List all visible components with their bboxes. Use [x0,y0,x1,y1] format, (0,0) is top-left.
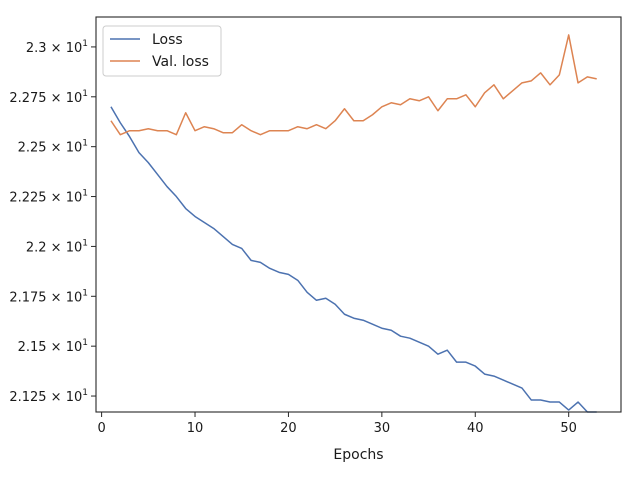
legend-label-2: Val. loss [152,54,209,70]
y-tick-base: 10 [66,340,83,355]
y-tick-base: 10 [66,91,83,106]
y-tick-label: 2.15 × 101 [18,338,88,355]
series-layer [110,34,597,413]
x-tick-label: 40 [467,421,484,436]
y-tick-exponent: 1 [82,388,88,398]
y-tick-label: 2.175 × 101 [9,288,88,305]
y-tick-base: 10 [66,240,83,255]
y-tick-times: × [47,340,66,355]
plot-frame [95,16,622,413]
y-tick-exponent: 1 [82,39,88,49]
series-line-1 [110,106,597,413]
y-tick-exponent: 1 [82,89,88,99]
x-tick-label: 0 [97,421,105,436]
y-tick-mantissa: 2.175 [9,290,46,305]
y-tick-label: 2.275 × 101 [9,89,88,106]
legend-label-1: Loss [152,32,183,48]
y-tick-base: 10 [66,390,83,405]
y-tick-mantissa: 2.275 [9,91,46,106]
series-line-2 [110,34,597,136]
y-tick-times: × [47,390,66,405]
y-tick-mantissa: 2.3 [26,41,47,56]
y-tick-base: 10 [66,290,83,305]
x-tick-label: 50 [560,421,577,436]
y-tick-times: × [47,240,66,255]
y-tick-base: 10 [66,41,83,56]
y-tick-label: 2.225 × 101 [9,189,88,206]
y-tick-mantissa: 2.2 [26,240,47,255]
x-tick-label: 10 [187,421,204,436]
y-tick-times: × [47,290,66,305]
x-axis-label: Epochs [333,447,383,463]
y-tick-exponent: 1 [82,139,88,149]
y-tick-mantissa: 2.125 [9,390,46,405]
y-tick-mantissa: 2.225 [9,191,46,206]
x-tick-label: 30 [374,421,391,436]
y-tick-times: × [47,91,66,106]
x-axis-ticks: 0 10 20 30 40 50 [97,412,577,436]
y-tick-label: 2.2 × 101 [26,238,88,255]
y-tick-exponent: 1 [82,338,88,348]
y-tick-times: × [47,141,66,156]
y-tick-base: 10 [66,191,83,206]
y-tick-exponent: 1 [82,189,88,199]
y-tick-label: 2.125 × 101 [9,388,88,405]
y-tick-label: 2.3 × 101 [26,39,88,56]
y-tick-exponent: 1 [82,288,88,298]
y-tick-label: 2.25 × 101 [18,139,88,156]
y-tick-mantissa: 2.15 [18,340,47,355]
y-tick-mantissa: 2.25 [18,141,47,156]
y-tick-times: × [47,191,66,206]
y-tick-exponent: 1 [82,238,88,248]
y-tick-base: 10 [66,141,83,156]
y-tick-times: × [47,41,66,56]
x-tick-label: 20 [280,421,297,436]
legend: Loss Val. loss [102,25,222,77]
